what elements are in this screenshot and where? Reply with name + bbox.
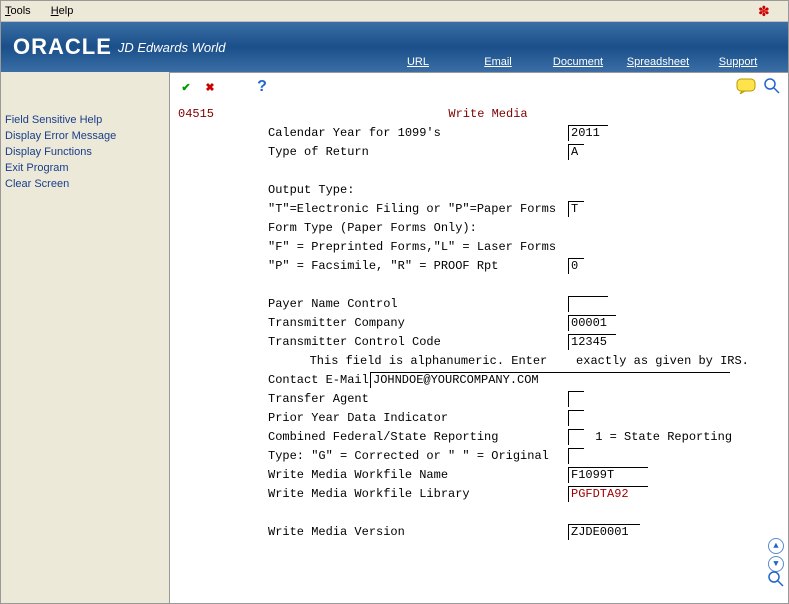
lbl-version: Write Media Version [268, 523, 405, 542]
toolbar: ✔ ✖ ? [170, 73, 788, 101]
lbl-prior-year: Prior Year Data Indicator [268, 409, 448, 428]
fld-contact-email[interactable] [370, 372, 730, 388]
notes-icon[interactable] [736, 78, 756, 97]
lbl-calendar-year: Calendar Year for 1099's [268, 124, 441, 143]
link-url[interactable]: URL [378, 56, 458, 68]
lbl-output-type-desc: "T"=Electronic Filing or "P"=Paper Forms [268, 200, 556, 219]
fld-version[interactable] [568, 524, 640, 540]
lbl-trans-code: Transmitter Control Code [268, 333, 441, 352]
lbl-trans-code-note: This field is alphanumeric. Enter exactl… [288, 352, 749, 371]
fld-type-return[interactable] [568, 144, 584, 160]
fld-output-type[interactable] [568, 201, 584, 217]
sidebar-item-clear[interactable]: Clear Screen [5, 176, 165, 192]
lbl-form-type-l2: "P" = Facsimile, "R" = PROOF Rpt [268, 257, 498, 276]
lbl-workfile-name: Write Media Workfile Name [268, 466, 448, 485]
cancel-icon[interactable]: ✖ [202, 79, 218, 95]
program-id: 04515 [178, 105, 214, 124]
main-panel: ✔ ✖ ? 04515 Write Media Calendar Yea [169, 72, 788, 604]
fld-workfile-lib[interactable] [568, 486, 648, 502]
lbl-combined: Combined Federal/State Reporting [268, 428, 498, 447]
brand-logo: ORACLE [13, 34, 112, 60]
sidebar-item-error-msg[interactable]: Display Error Message [5, 128, 165, 144]
page-title: Write Media [238, 105, 738, 124]
fld-prior-year[interactable] [568, 410, 584, 426]
menubar: Tools Help ✽ [1, 1, 788, 22]
fld-workfile-name[interactable] [568, 467, 648, 483]
zoom-icon[interactable] [768, 571, 784, 594]
product-name: JD Edwards World [118, 40, 226, 55]
sidebar-item-functions[interactable]: Display Functions [5, 144, 165, 160]
link-email[interactable]: Email [458, 56, 538, 68]
fld-payer-name[interactable] [568, 296, 608, 312]
form-content: 04515 Write Media Calendar Year for 1099… [170, 101, 788, 602]
sidebar: Field Sensitive Help Display Error Messa… [1, 72, 169, 604]
search-icon[interactable] [764, 78, 780, 97]
link-support[interactable]: Support [698, 56, 778, 68]
lbl-payer-name: Payer Name Control [268, 295, 398, 314]
lbl-corr-type: Type: "G" = Corrected or " " = Original [268, 447, 549, 466]
fld-transfer-agent[interactable] [568, 391, 584, 407]
lbl-form-type-l1: "F" = Preprinted Forms,"L" = Laser Forms [268, 238, 556, 257]
scroll-down-icon[interactable]: ▼ [768, 556, 784, 572]
fld-calendar-year[interactable] [568, 125, 608, 141]
lbl-form-type-hdr: Form Type (Paper Forms Only): [268, 219, 477, 238]
fld-combined[interactable] [568, 429, 584, 445]
lbl-trans-company: Transmitter Company [268, 314, 405, 333]
banner: ORACLE JD Edwards World URL Email Docume… [1, 22, 788, 72]
link-spreadsheet[interactable]: Spreadsheet [618, 56, 698, 68]
sidebar-item-field-help[interactable]: Field Sensitive Help [5, 112, 165, 128]
sidebar-item-exit[interactable]: Exit Program [5, 160, 165, 176]
fld-trans-code[interactable] [568, 334, 616, 350]
menu-tools[interactable]: Tools [5, 5, 41, 17]
scroll-up-icon[interactable]: ▲ [768, 538, 784, 554]
link-document[interactable]: Document [538, 56, 618, 68]
lbl-transfer-agent: Transfer Agent [268, 390, 369, 409]
lbl-output-type-hdr: Output Type: [268, 181, 354, 200]
app-logo-icon: ✽ [758, 4, 774, 18]
lbl-workfile-lib: Write Media Workfile Library [268, 485, 470, 504]
fld-form-type[interactable] [568, 258, 584, 274]
ok-icon[interactable]: ✔ [178, 79, 194, 95]
lbl-combined-note: 1 = State Reporting [588, 428, 732, 447]
fld-trans-company[interactable] [568, 315, 616, 331]
lbl-type-return: Type of Return [268, 143, 369, 162]
fld-corr-type[interactable] [568, 448, 584, 464]
help-icon[interactable]: ? [254, 79, 270, 95]
lbl-contact-email: Contact E-Mail [268, 371, 369, 390]
banner-links: URL Email Document Spreadsheet Support [378, 56, 778, 68]
menu-help[interactable]: Help [51, 5, 84, 17]
